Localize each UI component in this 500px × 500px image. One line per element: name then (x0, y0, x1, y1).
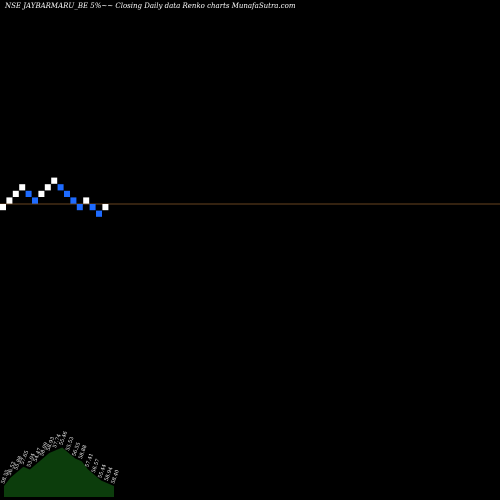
volume-area (4, 447, 114, 497)
renko-brick-up (6, 197, 13, 204)
renko-brick-up (12, 190, 19, 197)
renko-brick-down (70, 197, 77, 204)
volume-label: 55.88 (13, 455, 24, 471)
volume-label: 56.52 (7, 461, 18, 477)
renko-brick-down (76, 204, 83, 211)
renko-brick-up (44, 184, 51, 191)
renko-brick-up (51, 177, 58, 184)
renko-brick-down (25, 190, 32, 197)
volume-label: 55.53 (65, 436, 76, 452)
volume-area-fill (4, 447, 114, 497)
renko-brick-up (19, 184, 26, 191)
renko-brick-down (96, 210, 102, 217)
volume-label: 55.44 (97, 464, 108, 480)
renko-brick-down (89, 204, 96, 211)
renko-bricks (0, 177, 109, 217)
volume-label: 58.55 (0, 469, 11, 485)
renko-brick-down (57, 184, 64, 191)
volume-label: 58.94 (104, 466, 115, 482)
volume-label: 58.09 (39, 442, 50, 458)
renko-brick-up (102, 204, 109, 211)
volume-labels: 58.5556.5255.8857.6553.0454.4758.0958.93… (0, 431, 121, 485)
volume-label: 58.40 (110, 469, 121, 485)
renko-brick-down (64, 190, 70, 197)
volume-label: 54.47 (33, 447, 44, 463)
volume-label: 57.65 (20, 450, 31, 466)
volume-label: 56.57 (91, 458, 102, 474)
volume-label: 57.41 (84, 453, 95, 469)
volume-label: 57.74 (52, 433, 63, 449)
renko-brick-up (83, 197, 90, 204)
volume-label: 58.93 (46, 436, 57, 452)
volume-label: 56.55 (71, 442, 82, 458)
renko-brick-up (0, 204, 6, 211)
chart-title: NSE JAYBARMARU_BE 5%~~ Closing Daily dat… (4, 2, 296, 10)
volume-label: 53.04 (26, 453, 37, 469)
volume-label: 55.46 (58, 431, 69, 447)
renko-brick-up (38, 190, 45, 197)
volume-label: 58.88 (78, 444, 89, 460)
renko-brick-down (32, 197, 38, 204)
